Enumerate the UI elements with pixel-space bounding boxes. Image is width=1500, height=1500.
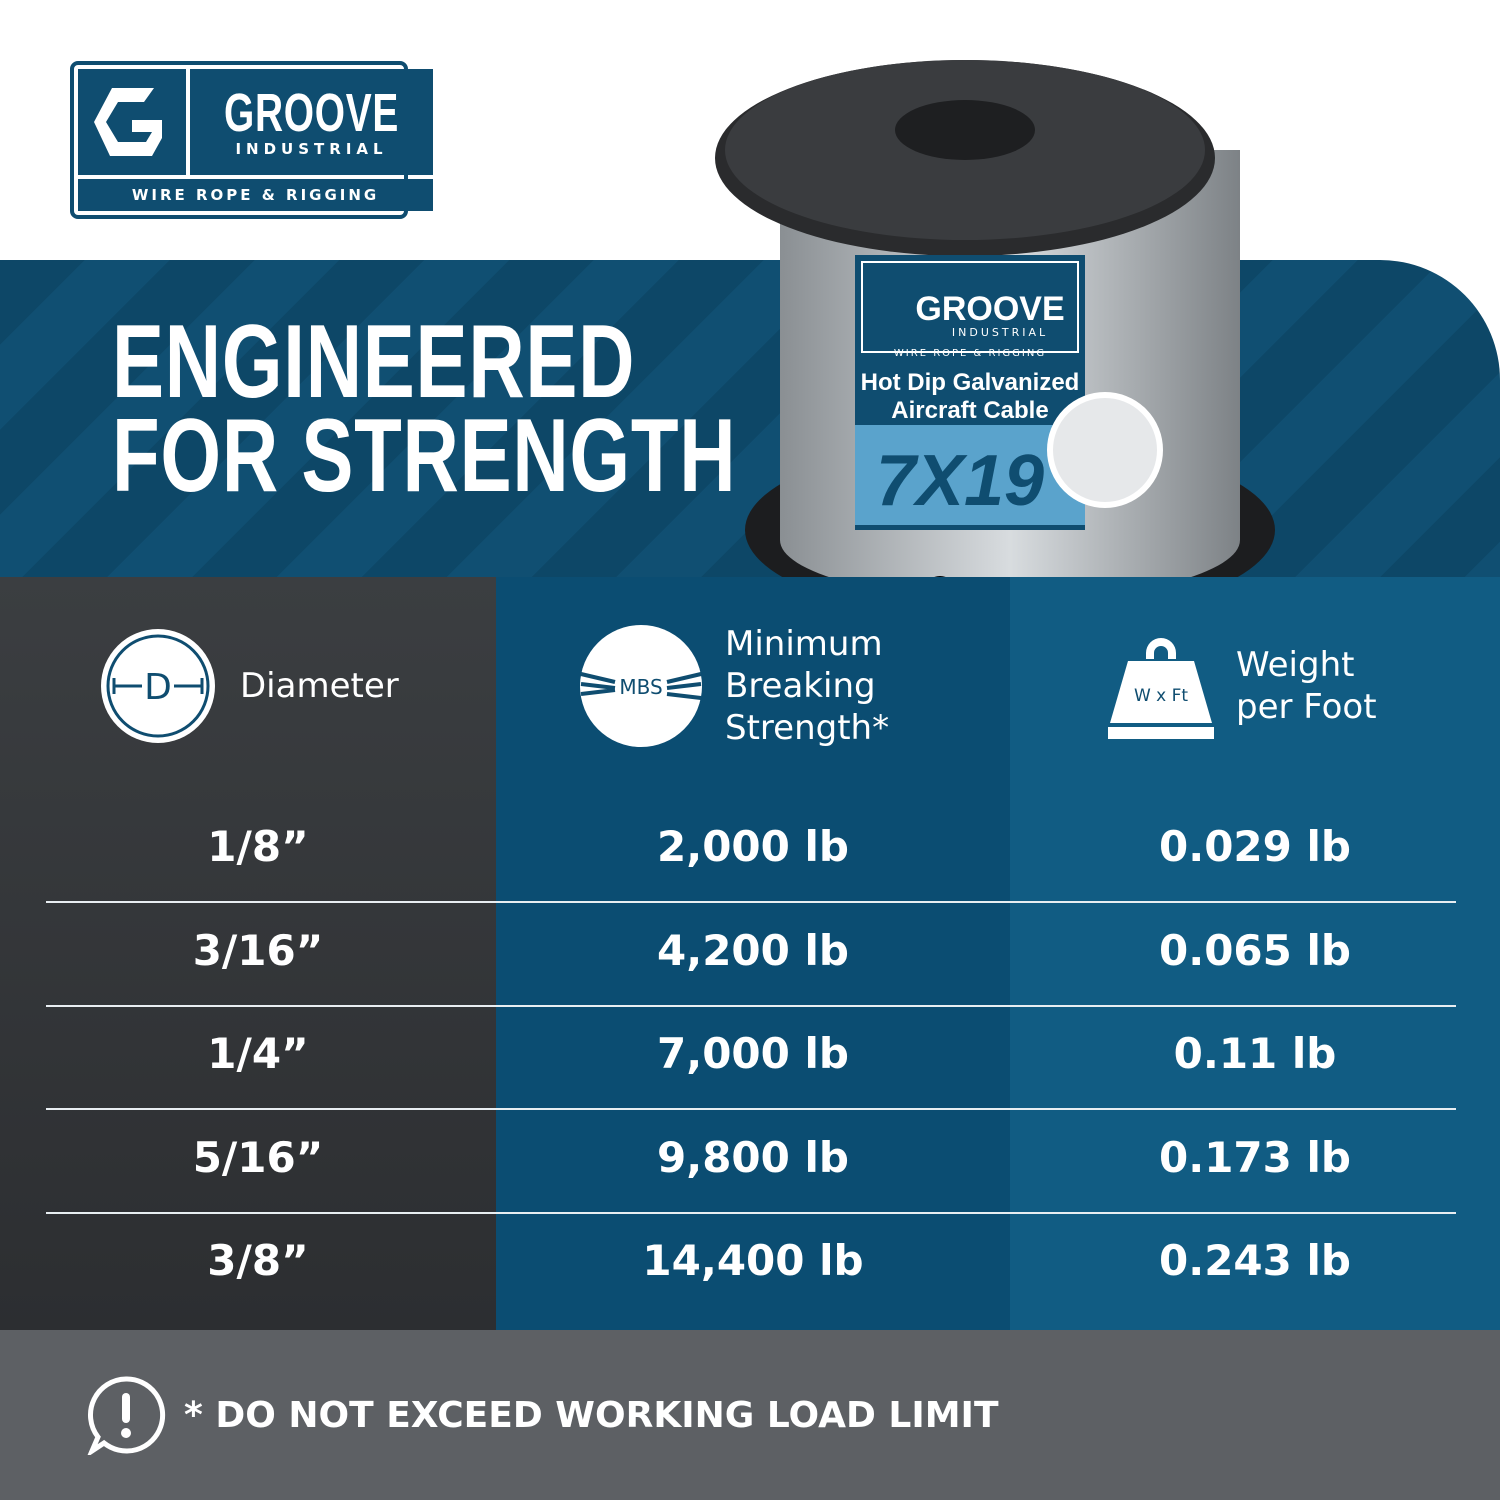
row-divider bbox=[46, 1004, 1456, 1007]
cell-mbs: 14,400 lb bbox=[642, 1236, 864, 1285]
table-row: 1/4” 7,000 lb 0.11 lb bbox=[0, 1002, 1500, 1105]
table-row: 1/8” 2,000 lb 0.029 lb bbox=[0, 795, 1500, 898]
cell-mbs: 7,000 lb bbox=[657, 1029, 849, 1078]
svg-text:W x Ft: W x Ft bbox=[1134, 686, 1188, 706]
warning-text: * DO NOT EXCEED WORKING LOAD LIMIT bbox=[184, 1394, 999, 1436]
cell-weight: 0.243 lb bbox=[1159, 1236, 1351, 1285]
header-weight: W x Ft Weight per Foot bbox=[1106, 577, 1377, 795]
g-logo-icon bbox=[78, 69, 186, 175]
cell-weight: 0.173 lb bbox=[1159, 1132, 1351, 1182]
brand-name: GROOVE bbox=[224, 83, 400, 143]
cable-spool-image: GROOVE INDUSTRIAL WIRE ROPE & RIGGING Ho… bbox=[715, 60, 1275, 622]
cell-diameter: 5/16” bbox=[192, 1132, 324, 1182]
label-line2: Aircraft Cable bbox=[891, 397, 1048, 424]
page-title: ENGINEERED FOR STRENGTH bbox=[112, 304, 737, 514]
header-label: Diameter bbox=[240, 666, 399, 706]
cell-weight: 0.029 lb bbox=[1159, 822, 1351, 871]
row-divider bbox=[46, 1108, 1456, 1110]
table-row: 3/8” 14,400 lb 0.243 lb bbox=[0, 1209, 1500, 1312]
label-line1: Hot Dip Galvanized bbox=[861, 369, 1080, 396]
header-label: Minimum Breaking Strength* bbox=[725, 624, 890, 748]
cell-weight: 0.11 lb bbox=[1173, 1029, 1337, 1078]
alert-icon bbox=[87, 1376, 166, 1455]
label-sub: INDUSTRIAL bbox=[952, 326, 1048, 339]
svg-text:MBS: MBS bbox=[619, 675, 662, 699]
cell-diameter: 1/4” bbox=[207, 1029, 309, 1078]
brand-sub: INDUSTRIAL bbox=[235, 140, 388, 158]
cell-diameter: 3/8” bbox=[207, 1236, 309, 1285]
row-divider bbox=[46, 1211, 1456, 1214]
brand-tagline: WIRE ROPE & RIGGING bbox=[78, 179, 434, 211]
label-brand: GROOVE bbox=[915, 290, 1064, 328]
header-diameter: D Diameter bbox=[98, 577, 399, 795]
footer-note: * DO NOT EXCEED WORKING LOAD LIMIT bbox=[0, 1330, 1500, 1500]
title-line-1: ENGINEERED bbox=[112, 304, 636, 420]
header-mbs: MBS Minimum Breaking Strength* bbox=[579, 577, 889, 795]
label-tagline: WIRE ROPE & RIGGING bbox=[894, 348, 1046, 359]
brand-logo: GROOVE INDUSTRIAL WIRE ROPE & RIGGING bbox=[70, 61, 434, 219]
diameter-icon: D bbox=[101, 629, 215, 743]
mbs-icon: MBS bbox=[580, 625, 702, 747]
cell-weight: 0.065 lb bbox=[1159, 925, 1351, 975]
weight-icon: W x Ft bbox=[1108, 638, 1214, 739]
row-divider bbox=[46, 901, 1456, 903]
cell-diameter: 3/16” bbox=[192, 925, 324, 975]
cell-mbs: 4,200 lb bbox=[657, 925, 849, 975]
title-line-2: FOR STRENGTH bbox=[112, 398, 737, 514]
label-construction: 7X19 bbox=[876, 441, 1044, 521]
cell-diameter: 1/8” bbox=[207, 822, 309, 871]
header-label: Weight per Foot bbox=[1236, 645, 1377, 727]
svg-text:D: D bbox=[144, 667, 172, 708]
cell-mbs: 2,000 lb bbox=[657, 822, 849, 871]
cell-mbs: 9,800 lb bbox=[657, 1132, 849, 1182]
table-row: 5/16” 9,800 lb 0.173 lb bbox=[0, 1106, 1500, 1209]
table-row: 3/16” 4,200 lb 0.065 lb bbox=[0, 899, 1500, 1002]
spec-table: D Diameter MBS Minimum Breaking Strength* … bbox=[0, 577, 1500, 1330]
